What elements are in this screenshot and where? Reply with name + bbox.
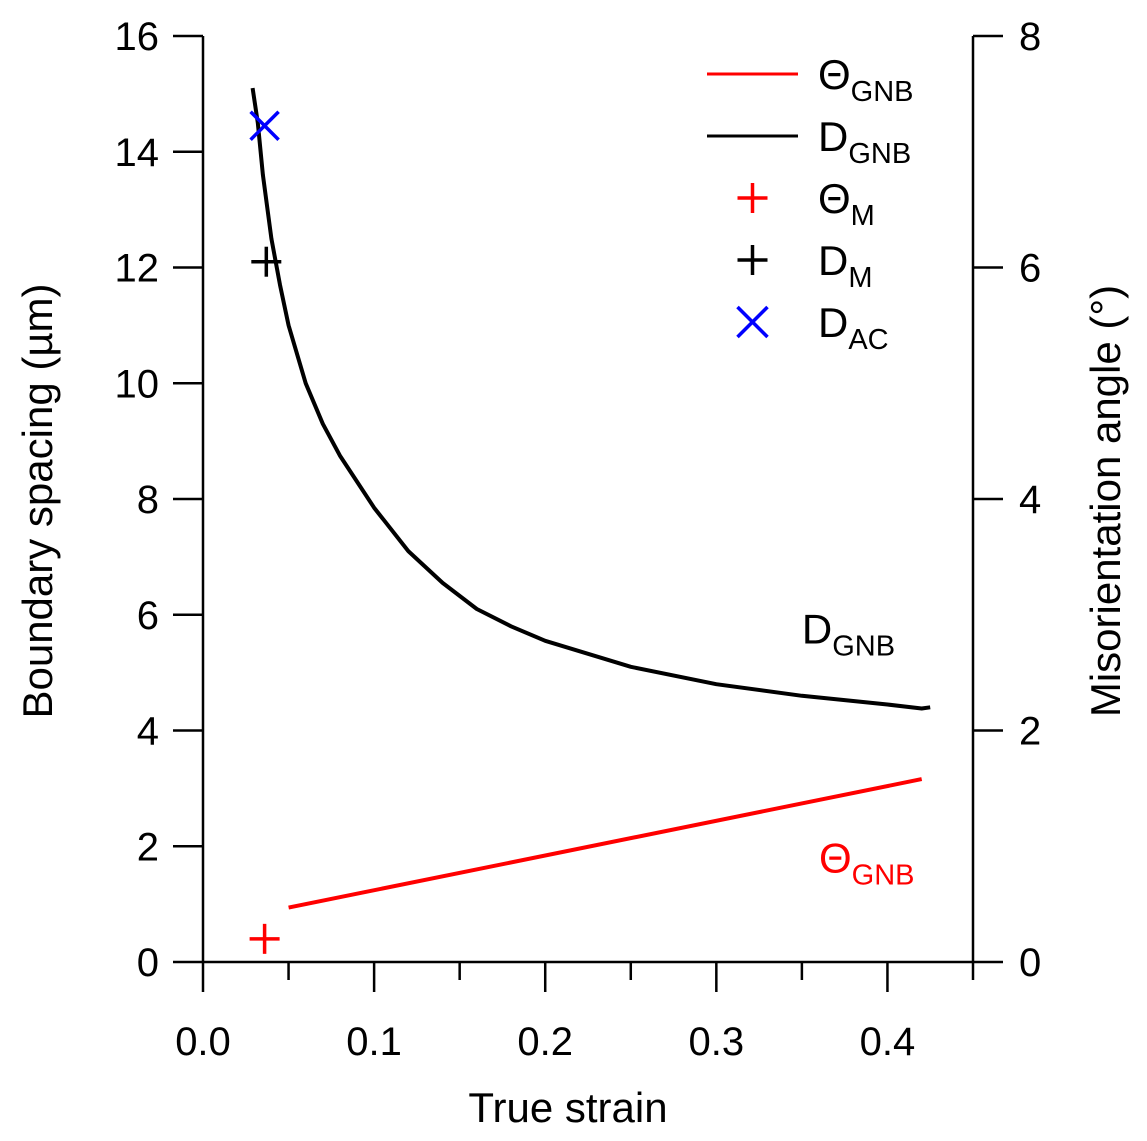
annotation-ann_d_gnb: DGNB (802, 606, 895, 663)
data-point-d_m (251, 246, 282, 277)
y-left-tick-label: 2 (137, 825, 159, 869)
legend-label-main: D (818, 113, 848, 160)
axes: 0 2 4 6 8 10 12 14 16 0 2 4 6 8 0.0 0.1 0.2 0.3 0.4 True st… (14, 15, 1129, 1131)
y-axis-right-title: Misorientation angle (°) (1082, 285, 1129, 717)
legend-item-d_ac: DAC (736, 299, 889, 356)
x-tick-label: 0.2 (517, 1020, 573, 1064)
legend-label-sub: M (851, 200, 875, 232)
legend-swatch-marker (736, 305, 769, 339)
legend-label-main: Θ (818, 175, 851, 222)
legend-label-sub: M (848, 262, 872, 294)
legend-swatch-marker (737, 245, 768, 275)
legend-label: DGNB (818, 113, 911, 170)
y-left-tick-label: 14 (115, 131, 160, 175)
y-right-tick-label: 4 (1019, 478, 1041, 522)
legend-label: DM (818, 237, 873, 294)
legend-item-d_m: DM (737, 237, 873, 294)
x-axis-title: True strain (468, 1084, 667, 1131)
x-tick-label: 0.0 (175, 1020, 231, 1064)
y-left-tick-label: 4 (137, 710, 159, 754)
x-tick-label: 0.1 (346, 1020, 402, 1064)
y-left-tick-label: 6 (137, 594, 159, 638)
y-right-tick-label: 2 (1019, 710, 1041, 754)
legend-label-sub: GNB (848, 138, 911, 170)
annotation-ann_theta_gnb: ΘGNB (819, 834, 915, 891)
legend-label: DAC (818, 299, 889, 356)
x-tick-label: 0.4 (860, 1020, 916, 1064)
y-left-tick-label: 10 (115, 362, 160, 406)
legend-item-d_gnb: DGNB (707, 113, 911, 170)
y-left-tick-label: 8 (137, 478, 159, 522)
y-left-tick-label: 16 (115, 15, 160, 59)
legend-label: ΘM (818, 175, 875, 232)
annotation-main: Θ (819, 834, 852, 881)
legend-label: ΘGNB (818, 51, 914, 108)
legend-label-main: Θ (818, 51, 851, 98)
legend-label-sub: AC (848, 324, 888, 356)
data-point-d_ac (249, 110, 280, 141)
y-left-tick-label: 0 (137, 941, 159, 985)
annotation-sub: GNB (832, 631, 895, 663)
legend-label-main: D (818, 237, 848, 284)
legend-label-main: D (818, 299, 848, 346)
legend-swatch-marker (737, 183, 768, 213)
y-axis-left-title: Boundary spacing (µm) (14, 283, 61, 718)
x-tick-label: 0.3 (689, 1020, 745, 1064)
y-right-tick-label: 8 (1019, 15, 1041, 59)
plot-area (249, 87, 931, 954)
y-right-tick-label: 0 (1019, 941, 1041, 985)
legend-item-theta_gnb: ΘGNB (707, 51, 914, 108)
annotation-sub: GNB (852, 859, 915, 891)
annotation-main: D (802, 606, 832, 653)
y-left-tick-label: 12 (115, 247, 160, 291)
series-line-theta_gnb (288, 777, 923, 910)
y-right-tick-label: 6 (1019, 247, 1041, 291)
data-point-theta_m (249, 923, 280, 954)
legend-item-theta_m: ΘM (737, 175, 875, 232)
legend-label-sub: GNB (851, 76, 914, 108)
